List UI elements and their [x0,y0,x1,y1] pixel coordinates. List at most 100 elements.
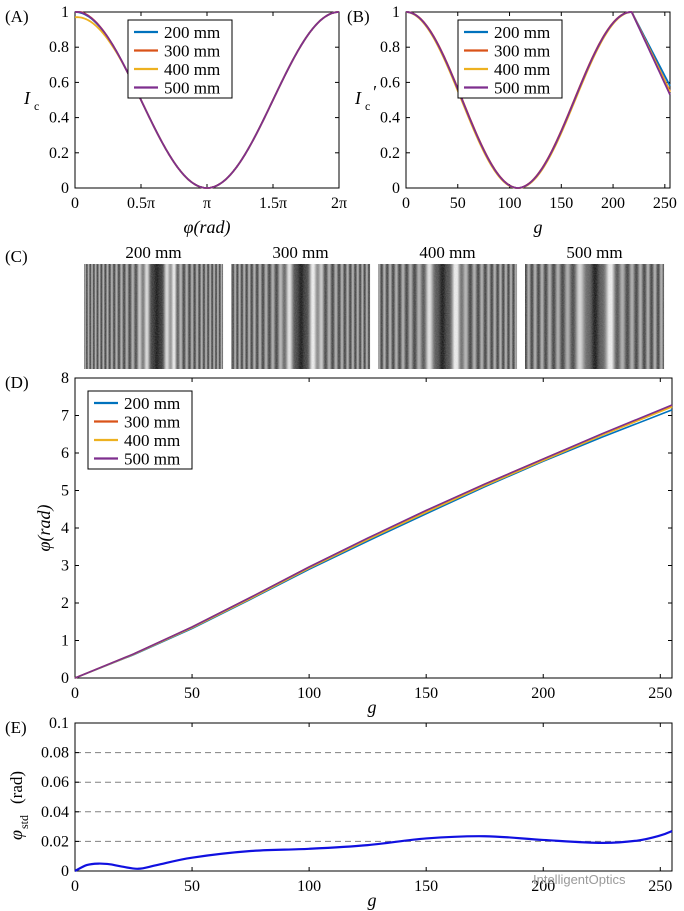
panel-label-e: (E) [5,718,27,737]
y-axis-label: φ [6,830,26,840]
fringe-image [84,264,224,369]
y-tick-label: 0 [61,670,69,687]
legend-label: 400 mm [494,60,550,79]
x-tick-label: 2π [331,195,347,212]
image-label: 500 mm [566,243,622,262]
y-tick-label: 3 [61,558,69,575]
y-tick-label: 8 [61,370,69,387]
y-axis-label-sub: c [34,99,39,113]
x-axis-label: φ(rad) [184,217,231,238]
x-tick-label: 0 [71,685,79,702]
panel-b: (B) 0 50 100 150 200 250 0 0.2 0.4 0.6 0.8 1 200 mm30… [347,4,677,237]
legend-label: 200 mm [124,394,180,413]
plot-frame-b [405,11,671,189]
fringe-image [378,264,518,369]
y-tick-label: 0.06 [41,774,69,791]
x-axis-label: g [368,697,377,717]
plot-frame-e [74,722,673,872]
y-tick-label: 0.04 [41,804,69,821]
x-tick-label: 150 [414,685,438,702]
y-tick-label: 0.2 [49,145,69,162]
legend-label: 200 mm [164,23,220,42]
x-axis-label: g [368,890,377,910]
y-tick-label: 0.8 [380,39,400,56]
legend-label: 500 mm [164,79,220,98]
legend-label: 300 mm [124,413,180,432]
legend-label: 500 mm [124,450,180,469]
y-tick-label: 6 [61,445,69,462]
y-tick-label: 0 [392,180,400,197]
panel-c: (C) 200 mm 300 mm 400 mm 500 mm [5,243,665,369]
series-line-500-mm [75,11,340,189]
legend-label: 400 mm [164,60,220,79]
y-axis-label: I [354,88,362,108]
x-tick-label: 0.5π [127,195,155,212]
x-tick-label: 0 [402,195,410,212]
y-tick-label: 0.08 [41,745,69,762]
panel-label-a: (A) [5,7,29,26]
y-tick-label: 0.8 [49,39,69,56]
y-axis-label: φ(rad) [34,505,55,552]
y-tick-label: 1 [61,633,69,650]
fringe-grain [525,264,664,369]
legend-label: 400 mm [124,431,180,450]
series-line-500-mm [405,11,671,189]
y-tick-label: 0.02 [41,833,69,850]
fringe-image [231,264,371,369]
y-tick-label: 7 [61,408,69,425]
y-tick-label: 0.1 [49,715,69,732]
panel-label-b: (B) [347,7,370,26]
y-tick-label: 0 [61,180,69,197]
fringe-grain [231,264,370,369]
x-tick-label: 150 [414,878,438,895]
x-tick-label: 250 [653,195,677,212]
x-tick-label: 0 [71,195,79,212]
y-axis-label-sub: c [365,99,370,113]
x-tick-label: 100 [498,195,522,212]
x-axis-label: g [534,217,543,237]
y-tick-label: 2 [61,595,69,612]
x-tick-label: 50 [450,195,466,212]
y-tick-label: 5 [61,483,69,500]
panel-e: (E) 0 50 100 150 200 250 0 0.02 0.04 0.06 0.08 0.1 g φ… [5,715,673,910]
image-label: 400 mm [419,243,475,262]
y-axis-label-sub: std [17,815,31,829]
x-tick-label: 100 [297,878,321,895]
fringe-image [525,264,665,369]
y-axis-label: I [23,88,31,108]
series-line-500-mm [74,404,673,679]
y-tick-label: 1 [61,4,69,21]
y-tick-label: 0.6 [49,74,69,91]
y-tick-label: 0.4 [49,110,69,127]
y-tick-label: 0.2 [380,145,400,162]
fringe-grain [84,264,223,369]
y-tick-label: 0 [61,863,69,880]
series-line-std [74,830,673,872]
watermark: IntelligentOptics [533,872,626,887]
panel-label-d: (D) [5,373,29,392]
x-tick-label: 200 [531,685,555,702]
x-tick-label: 1.5π [259,195,287,212]
y-tick-label: 4 [61,520,69,537]
x-tick-label: 250 [648,685,672,702]
fringe-grain [378,264,517,369]
legend-label: 500 mm [494,79,550,98]
panel-label-c: (C) [5,247,28,266]
x-tick-label: 100 [297,685,321,702]
y-tick-label: 0.4 [380,110,400,127]
x-tick-label: 250 [648,878,672,895]
x-tick-label: π [203,195,211,212]
y-axis-label-prime: ′ [372,82,377,102]
x-tick-label: 200 [531,878,555,895]
x-tick-label: 200 [601,195,625,212]
y-tick-label: 1 [392,4,400,21]
image-label: 300 mm [272,243,328,262]
x-tick-label: 50 [184,685,200,702]
x-tick-label: 0 [71,878,79,895]
image-label: 200 mm [125,243,181,262]
legend-label: 300 mm [164,42,220,61]
legend-label: 300 mm [494,42,550,61]
